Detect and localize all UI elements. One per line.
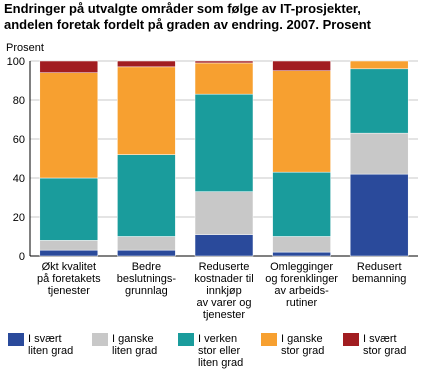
bar-segment (272, 70, 331, 173)
bar-segment (117, 60, 176, 68)
y-tick-label: 80 (13, 95, 25, 107)
legend-label: I ganske liten grad (112, 333, 157, 357)
bar-segment (349, 60, 409, 70)
legend-swatch (261, 333, 277, 346)
bar-segment (194, 93, 254, 192)
bar-segment (349, 132, 409, 175)
bar-segment (39, 249, 99, 257)
legend-swatch (343, 333, 359, 346)
bar-segment (272, 60, 331, 71)
legend-label: I svært liten grad (28, 333, 73, 357)
y-tick-label: 40 (13, 173, 25, 185)
y-tick-label: 20 (13, 212, 25, 224)
bar-segment (349, 173, 409, 257)
chart-title: Endringer på utvalgte områder som følge … (4, 1, 372, 32)
legend-swatch (8, 333, 24, 346)
y-tick-label: 100 (7, 56, 25, 68)
x-tick-label: Omlegginger og forenklinger av arbeids-rut… (265, 261, 338, 309)
legend-label: I svært stor grad (363, 333, 406, 357)
bar-segment (272, 236, 331, 253)
bar-segment (194, 62, 254, 95)
bar-segment (272, 251, 331, 257)
bar-segment (39, 240, 99, 251)
bar-segment (117, 66, 176, 155)
bar-segment (194, 234, 254, 257)
bar-segment (117, 249, 176, 257)
legend-swatch (92, 333, 108, 346)
x-tick-label: Bedre beslutnings-grunnlag (117, 261, 177, 297)
legend-label: I ganske stor grad (281, 333, 324, 357)
y-axis-label: Prosent (6, 42, 44, 54)
bar-segment (39, 177, 99, 241)
y-tick-label: 60 (13, 134, 25, 146)
bar-segment (39, 60, 99, 73)
x-tick-label: Økt kvalitet på foretakets tjenester (37, 261, 101, 297)
bar-segment (272, 171, 331, 237)
x-tick-label: Redusert bemanning (352, 261, 406, 285)
x-tick-label: Reduserte kostnader til innkjøp av varer og… (194, 261, 253, 321)
bar-segment (117, 154, 176, 237)
y-tick-label: 0 (19, 251, 25, 263)
bar-segment (194, 60, 254, 64)
legend-swatch (178, 333, 194, 346)
bar-segment (194, 191, 254, 235)
bar-segment (39, 72, 99, 179)
bar-segment (117, 236, 176, 251)
bar-segment (349, 68, 409, 134)
legend-label: I verken stor eller liten grad (198, 333, 243, 369)
